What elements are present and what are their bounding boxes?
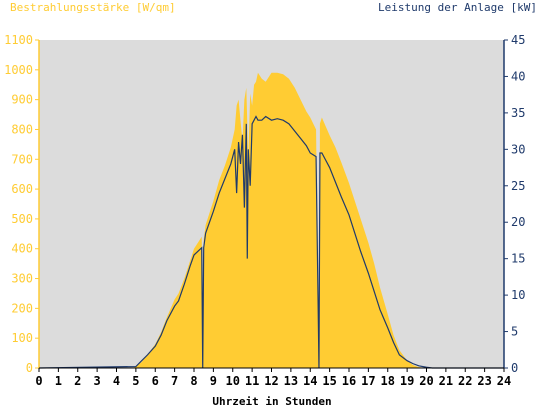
x-tick-label: 3 [94,374,101,388]
x-tick-label: 23 [477,374,491,388]
x-tick-label: 0 [35,374,42,388]
irradiance-area [39,72,504,369]
right-tick-label: 20 [511,215,525,229]
left-tick-label: 500 [11,212,33,226]
right-tick-label: 35 [511,106,525,120]
power-series [38,115,504,369]
x-tick-label: 1 [55,374,62,388]
x-tick-label: 15 [322,374,336,388]
x-tick-label: 17 [361,374,375,388]
right-tick-label: 30 [511,142,525,156]
x-tick-label: 13 [284,374,298,388]
left-tick-label: 700 [11,152,33,166]
left-axis-title: Bestrahlungsstärke [W/qm] [10,1,176,14]
x-axis-label: Uhrzeit in Stunden [212,395,331,408]
right-tick-label: 45 [511,33,525,47]
x-tick-label: 16 [342,374,356,388]
irradiance-series [39,72,504,369]
right-tick-label: 25 [511,179,525,193]
left-tick-label: 600 [11,182,33,196]
right-tick-label: 10 [511,288,525,302]
left-y-ticks: 0 100 200 300 400 500 600 700 800 900 1000 1100 [4,33,39,375]
left-tick-label: 1100 [4,33,33,47]
x-tick-label: 11 [245,374,259,388]
right-tick-label: 40 [511,69,525,83]
x-tick-label: 20 [419,374,433,388]
left-tick-label: 800 [11,122,33,136]
x-tick-label: 6 [152,374,159,388]
left-tick-label: 100 [11,331,33,345]
left-tick-label: 200 [11,301,33,315]
right-y-ticks: 0 5 10 15 20 25 30 35 40 45 [504,33,525,375]
x-tick-label: 21 [439,374,453,388]
x-tick-label: 10 [226,374,240,388]
x-tick-label: 8 [190,374,197,388]
x-tick-label: 9 [210,374,217,388]
x-tick-label: 19 [400,374,414,388]
left-tick-label: 300 [11,272,33,286]
left-tick-label: 900 [11,93,33,107]
x-tick-label: 18 [381,374,395,388]
x-tick-label: 22 [458,374,472,388]
right-tick-label: 5 [511,325,518,339]
x-tick-label: 4 [113,374,120,388]
right-tick-label: 15 [511,252,525,266]
x-tick-label: 7 [171,374,178,388]
left-tick-label: 400 [11,242,33,256]
x-tick-label: 5 [132,374,139,388]
x-tick-label: 2 [74,374,81,388]
x-tick-label: 24 [497,374,511,388]
left-tick-label: 1000 [4,63,33,77]
right-tick-label: 0 [511,361,518,375]
x-ticks: 0 1 2 3 4 5 6 7 8 9 10 11 12 13 14 15 16 17 18 19 20 21 22 23 24 [35,368,511,388]
x-tick-label: 12 [264,374,278,388]
left-tick-label: 0 [26,361,33,375]
x-tick-label: 14 [303,374,317,388]
power-line [38,115,504,369]
right-axis-title: Leistung der Anlage [kW] [378,1,537,14]
